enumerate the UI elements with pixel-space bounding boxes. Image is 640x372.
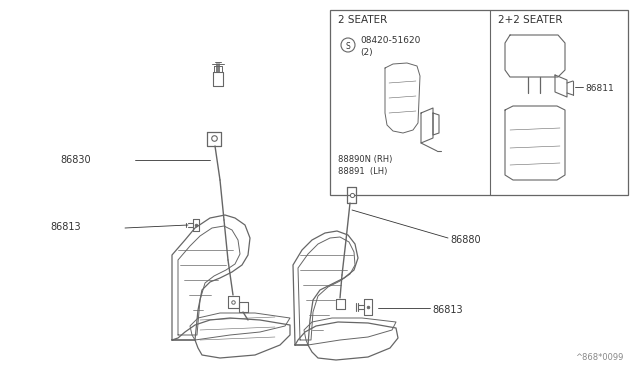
Text: (2): (2) — [360, 48, 372, 57]
Text: 86811: 86811 — [585, 84, 614, 93]
Text: 88891  (LH): 88891 (LH) — [338, 167, 387, 176]
Text: 86813: 86813 — [50, 222, 81, 232]
Text: 86880: 86880 — [450, 235, 481, 245]
Bar — [330, 10, 628, 195]
Text: 88890N (RH): 88890N (RH) — [338, 155, 392, 164]
Text: 86830: 86830 — [60, 155, 91, 165]
Text: 08420-51620: 08420-51620 — [360, 35, 420, 45]
Text: ^868*0099: ^868*0099 — [575, 353, 623, 362]
Text: 86813: 86813 — [432, 305, 463, 315]
Text: 2 SEATER: 2 SEATER — [338, 15, 387, 25]
Text: S: S — [346, 42, 350, 51]
Text: 2+2 SEATER: 2+2 SEATER — [498, 15, 563, 25]
